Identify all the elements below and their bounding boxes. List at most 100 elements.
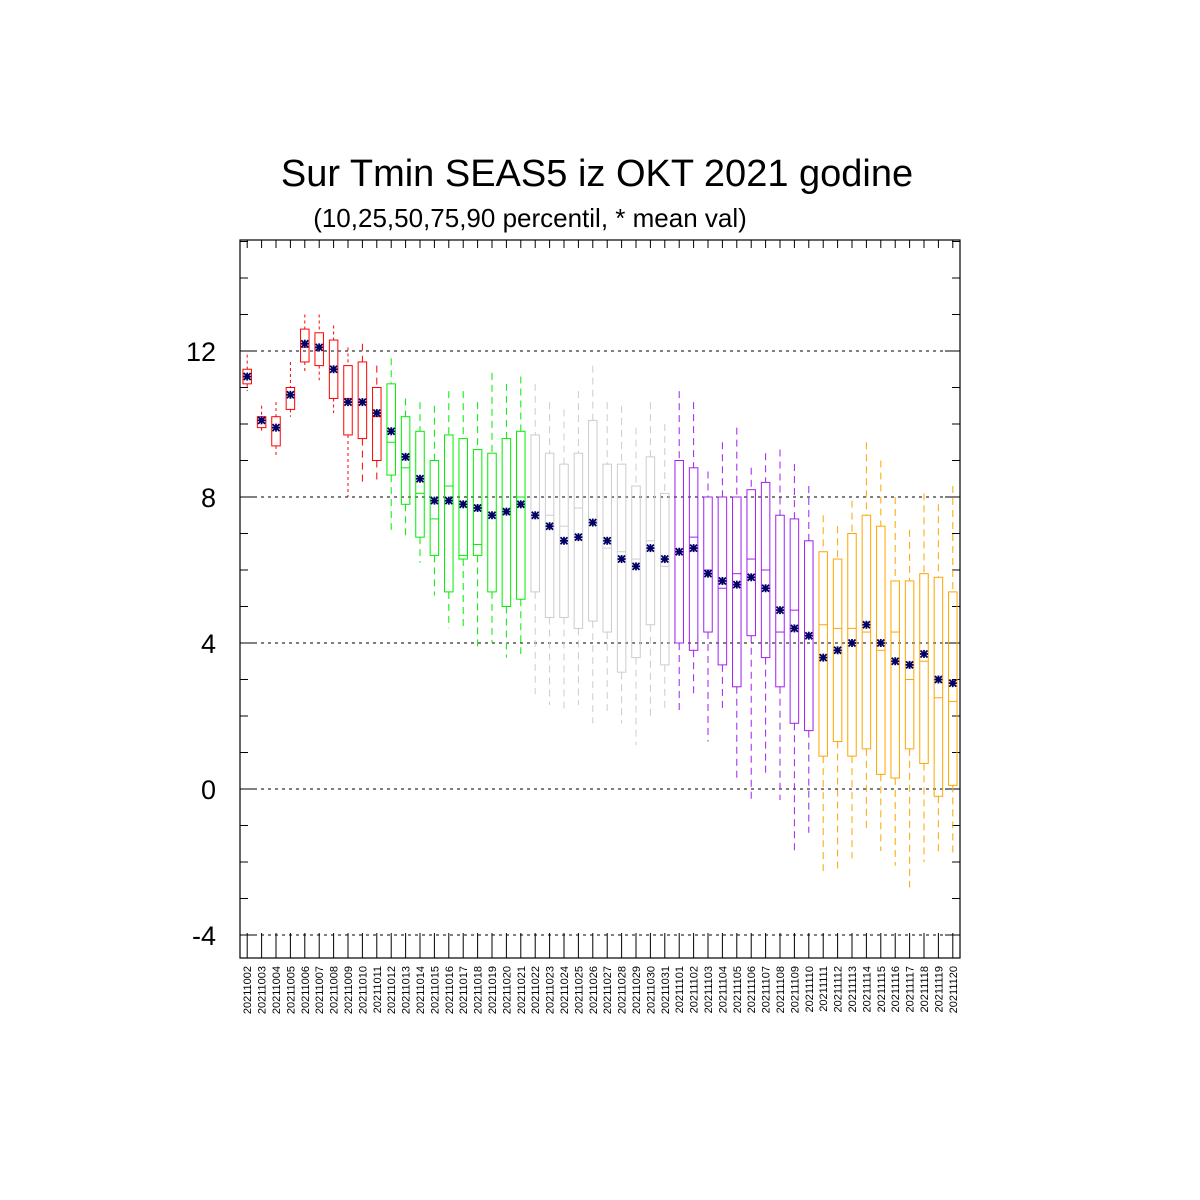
mean-marker [775, 606, 785, 615]
box [472, 449, 483, 556]
xtick-label: 20211115 [876, 966, 888, 1013]
mean-marker [891, 657, 900, 666]
xtick-label: 20211103 [703, 966, 715, 1013]
xtick-label: 20211118 [919, 966, 931, 1013]
mean-marker [747, 573, 756, 582]
box [847, 533, 857, 757]
box [372, 387, 382, 461]
mean-marker [833, 646, 842, 655]
mean-marker [675, 547, 684, 556]
mean-marker [862, 620, 871, 629]
xtick-label: 20211109 [789, 966, 801, 1013]
xtick-label: 20211020 [501, 966, 513, 1014]
box [948, 591, 958, 786]
xtick-label: 20211107 [761, 966, 773, 1013]
box [732, 496, 742, 688]
mean-marker [329, 365, 338, 374]
xtick-label: 20211023 [545, 966, 557, 1014]
box [314, 332, 324, 367]
xtick-label: 20211028 [617, 966, 629, 1014]
box [588, 419, 598, 622]
mean-marker [286, 390, 295, 399]
box [544, 452, 555, 618]
box [660, 492, 670, 666]
xtick-label: 20211116 [890, 966, 902, 1013]
xtick-label: 20211005 [285, 966, 297, 1014]
mean-marker [358, 397, 367, 407]
xtick-label: 20211101 [674, 966, 686, 1013]
mean-marker [703, 569, 713, 578]
ytick-label: 0 [201, 775, 216, 805]
mean-marker [948, 679, 957, 688]
xtick-label-layer: 20211002 20211003 20211004 20211005 20211006… [242, 966, 960, 1014]
xtick-label: 20211108 [775, 966, 787, 1013]
mean-marker [415, 474, 425, 483]
xtick-label: 20211027 [602, 966, 614, 1014]
xtick-label: 20211105 [732, 966, 744, 1013]
box [487, 452, 497, 593]
box [832, 558, 843, 743]
box [818, 551, 828, 757]
mean-marker [689, 543, 698, 553]
xtick-label: 20211111 [818, 966, 830, 1012]
tick-layer [240, 240, 960, 958]
mean-marker [732, 580, 741, 589]
box [444, 434, 454, 593]
ytick-label: 8 [201, 483, 216, 513]
mean-marker [459, 500, 468, 509]
box [559, 463, 569, 618]
mean-marker [487, 511, 497, 520]
mean-marker [847, 638, 857, 648]
xtick-label: 20211006 [300, 966, 312, 1014]
xtick-label: 20211024 [559, 966, 571, 1014]
grid-layer [240, 350, 960, 936]
xtick-label: 20211004 [271, 966, 283, 1014]
mean-marker [919, 649, 929, 659]
chart-subtitle: (10,25,50,75,90 percentil, * mean val) [313, 203, 747, 233]
mean-marker [905, 660, 914, 670]
xtick-label: 20211026 [588, 966, 600, 1014]
mean-marker [401, 452, 410, 461]
xtick-label: 20211031 [660, 966, 672, 1014]
xtick-label: 20211011 [372, 966, 384, 1013]
xtick-label: 20211019 [487, 966, 499, 1014]
xtick-label: 20211112 [833, 966, 845, 1013]
mean-marker [387, 427, 396, 436]
mean-marker [790, 624, 799, 633]
box [343, 365, 353, 436]
box [400, 416, 411, 505]
ytick-label: 4 [201, 629, 216, 659]
xtick-label: 20211009 [343, 966, 355, 1014]
mean-marker [545, 522, 554, 531]
xtick-label: 20211106 [746, 966, 758, 1013]
box [631, 485, 641, 659]
mean-marker [315, 343, 324, 352]
mean-marker [502, 507, 511, 516]
box [746, 489, 756, 637]
xtick-label: 20211010 [357, 966, 369, 1014]
plot-area-frame [239, 239, 961, 959]
ytick-label-layer: -4 0 4 8 12 [186, 337, 216, 951]
mean-marker [257, 416, 266, 425]
mean-marker [473, 503, 482, 513]
box [516, 430, 526, 600]
mean-marker [430, 496, 439, 505]
xtick-label: 20211012 [386, 966, 398, 1014]
xtick-label: 20211104 [717, 966, 729, 1013]
box [501, 438, 512, 607]
ytick-label: 12 [186, 337, 216, 367]
mean-marker [243, 372, 252, 381]
mean-marker [516, 500, 525, 509]
xtick-label: 20211021 [516, 966, 528, 1014]
mean-layer [243, 339, 957, 688]
xtick-label: 20211014 [415, 966, 427, 1014]
mean-marker [559, 536, 569, 545]
mean-marker [574, 533, 583, 542]
xtick-label: 20211120 [948, 966, 960, 1013]
box [789, 518, 800, 724]
box [386, 383, 396, 476]
box [775, 514, 785, 688]
xtick-label: 20211117 [905, 966, 917, 1013]
xtick-label: 20211022 [530, 966, 542, 1014]
